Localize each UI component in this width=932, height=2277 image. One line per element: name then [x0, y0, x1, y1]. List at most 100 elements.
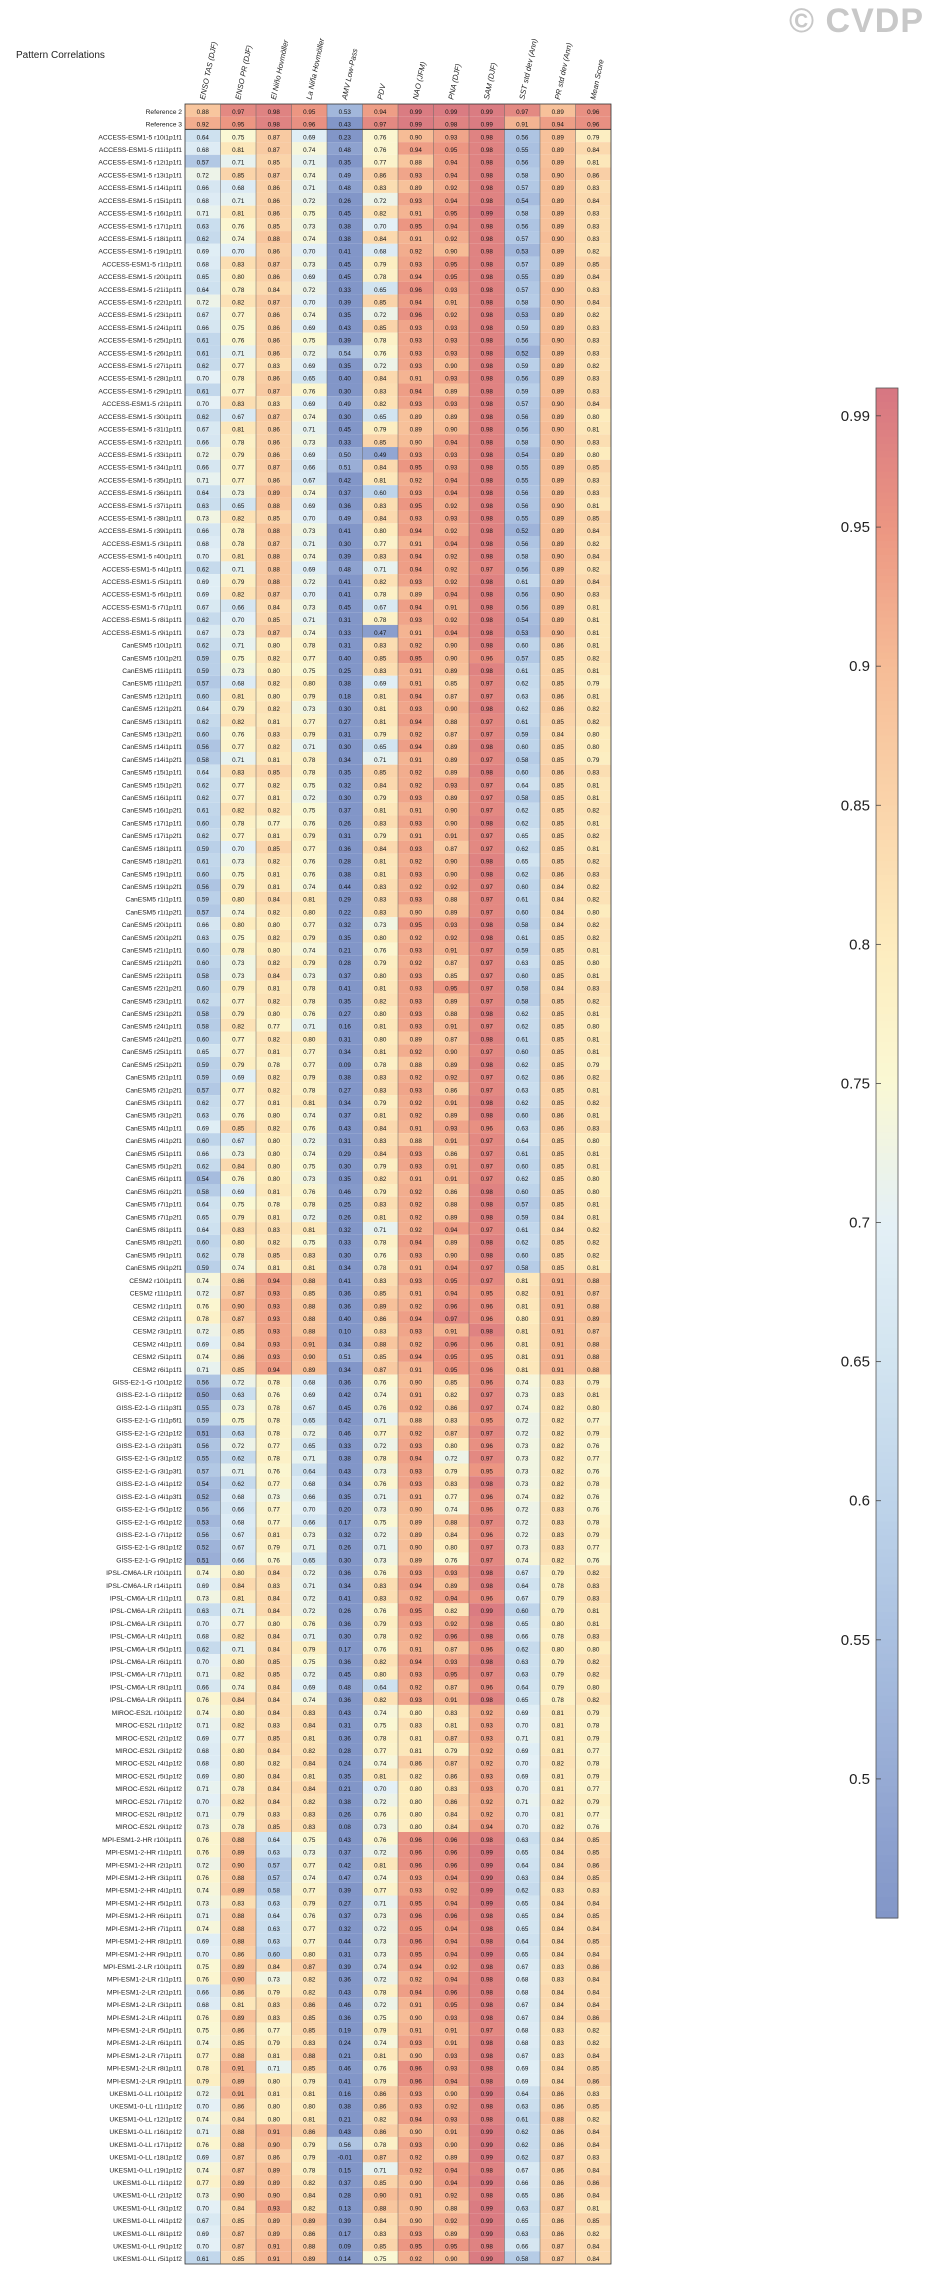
cell-value: 0.58	[516, 211, 529, 218]
cell-value: 0.68	[303, 1379, 316, 1386]
row-label: MPI-ESM1-2-LR r5i1p1f1	[107, 2027, 182, 2034]
heatmap-cell	[469, 548, 505, 562]
heatmap-cell	[433, 536, 469, 549]
cell-value: 0.76	[587, 1494, 600, 1501]
cell-value: 0.72	[374, 1799, 387, 1806]
heatmap-cell	[362, 104, 398, 117]
heatmap-cell	[327, 218, 363, 232]
cell-value: 0.92	[410, 1634, 423, 1641]
cell-value: 0.84	[374, 782, 387, 789]
cell-value: 0.65	[516, 2193, 529, 2200]
heatmap-cell	[398, 345, 434, 359]
colorbar-segment	[876, 1723, 898, 1731]
cell-value: 0.83	[552, 1888, 565, 1895]
cell-value: 0.93	[445, 2116, 458, 2123]
cell-value: 0.81	[587, 1202, 600, 1209]
heatmap-cell	[575, 523, 611, 536]
cell-value: 0.96	[410, 1939, 423, 1946]
cell-value: 0.93	[410, 998, 423, 1005]
cell-value: 0.99	[410, 109, 423, 116]
cell-value: 0.84	[552, 1214, 565, 1221]
heatmap-cell	[575, 612, 611, 625]
cell-value: 0.83	[552, 1964, 565, 1971]
cell-value: 0.60	[516, 770, 529, 777]
cell-value: 0.90	[445, 363, 458, 370]
cell-value: 0.85	[552, 1252, 565, 1259]
heatmap-cell	[256, 459, 292, 473]
cell-value: 0.82	[587, 808, 600, 815]
cell-value: 0.46	[339, 2066, 352, 2073]
cell-value: 0.89	[552, 414, 565, 421]
cell-value: 0.98	[481, 427, 494, 434]
cell-value: 0.99	[481, 2155, 494, 2162]
cell-value: 0.26	[339, 820, 352, 827]
heatmap-cell	[185, 370, 221, 384]
cell-value: 0.47	[374, 630, 387, 637]
row-label: MIROC-ES2L r8i1p1f2	[115, 1811, 182, 1818]
cell-value: 0.66	[197, 1684, 210, 1691]
heatmap-cell	[362, 688, 398, 702]
cell-value: 0.79	[445, 1748, 458, 1755]
cell-value: 0.87	[232, 2243, 245, 2250]
cell-value: 0.79	[445, 1468, 458, 1475]
colorbar-segment	[876, 1598, 898, 1606]
colorbar-segment	[876, 1326, 898, 1335]
heatmap-cell	[362, 142, 398, 155]
cell-value: 0.90	[552, 427, 565, 434]
cell-value: 0.94	[410, 299, 423, 306]
colorbar-segment	[876, 1132, 898, 1140]
row-label: GISS-E2-1-G r7i1p1f2	[116, 1532, 182, 1539]
colorbar-tick-label: 0.7	[849, 1215, 870, 1232]
cell-value: 0.79	[374, 1621, 387, 1628]
cell-value: 0.66	[232, 604, 245, 611]
heatmap-cell	[469, 421, 505, 435]
cell-value: 0.82	[445, 1608, 458, 1615]
cell-value: 0.41	[339, 249, 352, 256]
cell-value: 0.78	[587, 1761, 600, 1768]
cell-value: 0.83	[268, 731, 281, 738]
heatmap-cell	[433, 701, 469, 714]
cell-value: 0.82	[552, 1468, 565, 1475]
heatmap-cell	[504, 281, 540, 295]
colorbar-segment	[876, 1445, 898, 1453]
heatmap-cell	[433, 383, 469, 397]
colorbar-segment	[876, 742, 898, 751]
heatmap-cell	[540, 320, 576, 333]
cell-value: 0.80	[268, 1621, 281, 1628]
heatmap-cell	[291, 116, 327, 130]
heatmap-cell	[504, 218, 540, 232]
row-label: GISS-E2-1-G r3i1p3f1	[116, 1468, 182, 1475]
cell-value: 0.66	[516, 1634, 529, 1641]
row-label: CanESM5 r2i1p1f1	[125, 1075, 182, 1082]
cell-value: 0.89	[552, 617, 565, 624]
colorbar-segment	[876, 408, 898, 417]
cell-value: 0.93	[410, 1888, 423, 1895]
cell-value: 0.35	[339, 1494, 352, 1501]
heatmap-cell	[362, 192, 398, 206]
cell-value: 0.77	[303, 1049, 316, 1056]
heatmap-cell	[220, 523, 256, 536]
row-label: MIROC-ES2L r10i1p1f2	[112, 1710, 183, 1717]
cell-value: 0.76	[374, 1608, 387, 1615]
row-label: ACCESS-ESM1-5 r23i1p1f1	[98, 312, 182, 319]
row-label: CanESM5 r20i1p2f1	[122, 935, 183, 942]
row-label: CanESM5 r8i1p2f1	[125, 1240, 182, 1247]
cell-value: 0.76	[197, 1303, 210, 1310]
cell-value: 0.79	[374, 731, 387, 738]
cell-value: 0.82	[587, 655, 600, 662]
cell-value: 0.81	[374, 859, 387, 866]
cell-value: 0.76	[303, 388, 316, 395]
cell-value: 0.85	[374, 439, 387, 446]
heatmap-cell	[575, 104, 611, 117]
cell-value: 0.89	[552, 465, 565, 472]
heatmap-cell	[256, 243, 292, 257]
heatmap-cell	[575, 345, 611, 359]
cell-value: 0.69	[303, 134, 316, 141]
cell-value: 0.80	[268, 1138, 281, 1145]
heatmap-cell	[575, 256, 611, 270]
colorbar-segment	[876, 1431, 898, 1439]
heatmap-cell	[398, 675, 434, 689]
cell-value: 0.81	[552, 1773, 565, 1780]
cell-value: 0.94	[445, 172, 458, 179]
cell-value: 0.56	[197, 1532, 210, 1539]
